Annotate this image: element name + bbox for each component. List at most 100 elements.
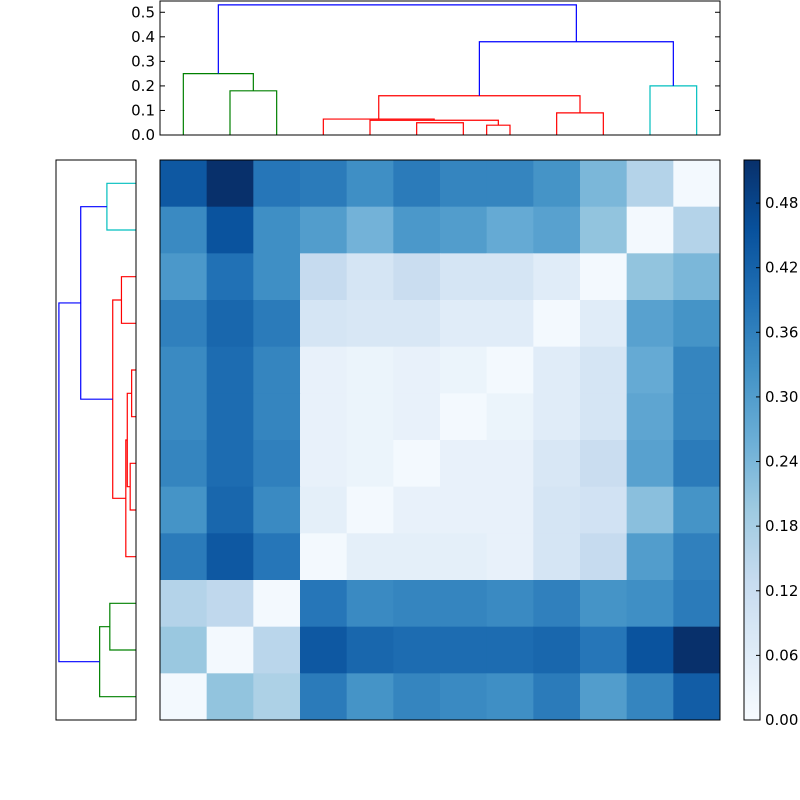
heatmap-cell	[253, 300, 301, 348]
top-dendrogram-link	[478, 41, 674, 96]
heatmap-cell	[160, 673, 208, 721]
left-dendrogram-link	[80, 206, 113, 400]
top-dendrogram-link	[229, 90, 278, 135]
heatmap-cell	[206, 206, 254, 254]
heatmap-cell	[533, 206, 581, 254]
heatmap-cell	[673, 206, 721, 254]
heatmap-cell	[160, 346, 208, 394]
heatmap-cell	[580, 160, 628, 208]
top-y-tick-label: 0.1	[131, 101, 155, 119]
heatmap-cell	[393, 300, 441, 348]
heatmap-cell	[300, 206, 348, 254]
heatmap-cell	[346, 440, 394, 488]
heatmap-cell	[440, 346, 488, 394]
heatmap-cell	[533, 300, 581, 348]
heatmap-cell	[206, 440, 254, 488]
heatmap-cell	[346, 253, 394, 301]
heatmap-cell	[300, 253, 348, 301]
heatmap-cell	[580, 206, 628, 254]
left-dendrogram-link	[131, 369, 136, 418]
heatmap-cell	[533, 486, 581, 534]
heatmap-cell	[300, 580, 348, 628]
heatmap-cell	[440, 580, 488, 628]
heatmap-cell	[346, 160, 394, 208]
left-dendrogram-link	[106, 182, 136, 231]
heatmap-cell	[253, 206, 301, 254]
heatmap-cell	[486, 346, 534, 394]
left-dendrogram-link	[112, 299, 126, 499]
heatmap-cell	[206, 626, 254, 674]
top-dendrogram-link	[378, 95, 581, 120]
heatmap-cell	[346, 533, 394, 581]
heatmap-cell	[160, 253, 208, 301]
heatmap-cell	[486, 486, 534, 534]
left-dendrogram-link	[120, 276, 136, 324]
heatmap-cell	[580, 626, 628, 674]
heatmap-cell	[346, 206, 394, 254]
heatmap-cell	[206, 486, 254, 534]
heatmap-cell	[206, 393, 254, 441]
heatmap-cell	[440, 300, 488, 348]
left-dendrogram-link	[58, 302, 100, 663]
heatmap-cell	[533, 346, 581, 394]
heatmap-cell	[486, 533, 534, 581]
heatmap-cell	[486, 253, 534, 301]
top-y-tick-label: 0.0	[131, 126, 155, 144]
heatmap-cell	[580, 253, 628, 301]
heatmap-cell	[626, 533, 674, 581]
heatmap-cell	[160, 393, 208, 441]
top-dendrogram-link	[217, 4, 577, 74]
heatmap-cell	[533, 533, 581, 581]
heatmap-cell	[160, 533, 208, 581]
heatmap-cell	[346, 626, 394, 674]
heatmap-cell	[580, 533, 628, 581]
heatmap-cell	[440, 440, 488, 488]
heatmap-cell	[160, 486, 208, 534]
heatmap-cell	[626, 393, 674, 441]
heatmap-cell	[160, 300, 208, 348]
left-dendrogram-link	[99, 626, 136, 698]
heatmap-cell	[393, 253, 441, 301]
heatmap-cell	[393, 673, 441, 721]
heatmap-cell	[440, 673, 488, 721]
colorbar	[743, 159, 761, 721]
heatmap-cell	[673, 486, 721, 534]
heatmap-cell	[580, 440, 628, 488]
heatmap-cell	[486, 206, 534, 254]
heatmap-cell	[393, 346, 441, 394]
heatmap-cell	[206, 160, 254, 208]
heatmap-cell	[673, 300, 721, 348]
heatmap-cell	[253, 346, 301, 394]
heatmap-cell	[206, 580, 254, 628]
left-dendrogram	[58, 182, 136, 698]
top-y-tick-label: 0.5	[131, 3, 155, 21]
heatmap-cell	[253, 253, 301, 301]
heatmap-cell	[533, 626, 581, 674]
heatmap-cell	[346, 300, 394, 348]
heatmap-cell	[580, 673, 628, 721]
heatmap-cell	[486, 440, 534, 488]
top-y-tick-label: 0.4	[131, 28, 155, 46]
heatmap-cell	[300, 160, 348, 208]
heatmap-cell	[533, 580, 581, 628]
heatmap-cell	[440, 533, 488, 581]
colorbar-tick-label: 0.48	[765, 194, 798, 212]
heatmap-cell	[160, 580, 208, 628]
colorbar-tick-label: 0.42	[765, 259, 798, 277]
heatmap-cell	[253, 440, 301, 488]
heatmap-cell	[486, 580, 534, 628]
heatmap-cell	[626, 300, 674, 348]
top-dendrogram-link	[322, 118, 435, 135]
colorbar-tick-label: 0.00	[765, 711, 798, 729]
heatmap-cell	[486, 300, 534, 348]
colorbar-tick-label: 0.06	[765, 646, 798, 664]
heatmap-cell	[673, 253, 721, 301]
heatmap-cell	[300, 486, 348, 534]
heatmap-cell	[626, 440, 674, 488]
heatmap-cell	[253, 673, 301, 721]
colorbar-tick-label: 0.12	[765, 582, 798, 600]
heatmap-cell	[533, 440, 581, 488]
heatmap-cell	[626, 626, 674, 674]
heatmap-cell	[300, 440, 348, 488]
